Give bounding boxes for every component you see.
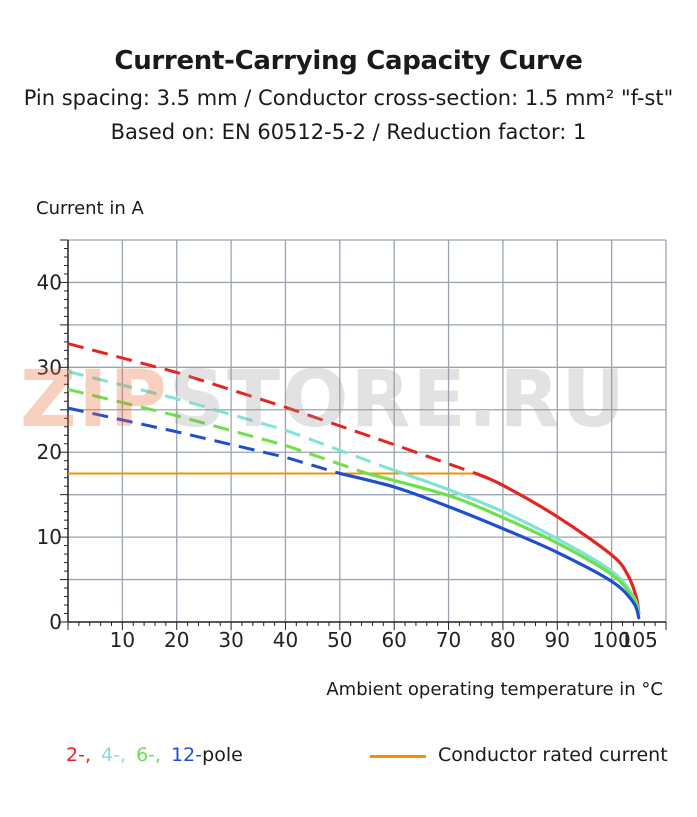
chart-title: Current-Carrying Capacity Curve xyxy=(114,46,583,76)
series-dashed-12-pole xyxy=(67,406,341,475)
x-axis-label: Ambient operating temperature in °C xyxy=(326,679,663,700)
series-dashed-4-pole xyxy=(67,370,390,470)
x-tick-label: 100 xyxy=(593,628,631,652)
chart-subtitle-2: Based on: EN 60512-5-2 / Reduction facto… xyxy=(110,120,587,144)
series-dashed-6-pole xyxy=(67,387,368,475)
x-tick-label: 60 xyxy=(381,628,406,652)
series-solid-2-pole xyxy=(474,471,641,616)
x-tick-label: 20 xyxy=(164,628,189,652)
x-tick-label: 70 xyxy=(436,628,461,652)
legend-2-pole: 2-, xyxy=(66,744,91,766)
x-tick-label: 40 xyxy=(273,628,298,652)
watermark-zip: ZIP xyxy=(20,355,169,445)
legend-rated-swatch xyxy=(370,755,426,758)
y-tick-label: 0 xyxy=(49,610,62,634)
watermark-store: STORE.RU xyxy=(168,355,627,445)
y-tick-label: 40 xyxy=(37,270,62,294)
x-tick-label: 105 xyxy=(620,628,658,652)
x-tick-label: 30 xyxy=(218,628,243,652)
legend-4-pole: 4-, xyxy=(101,744,127,766)
legend-pole-suffix: pole xyxy=(202,744,243,766)
series-dashed-2-pole xyxy=(67,342,477,475)
chart-subtitle-1: Pin spacing: 3.5 mm / Conductor cross-se… xyxy=(23,86,674,110)
y-axis-label: Current in A xyxy=(36,198,144,219)
y-tick-label: 10 xyxy=(37,525,62,549)
series-solid-6-pole xyxy=(365,471,641,616)
x-tick-label: 50 xyxy=(327,628,352,652)
x-tick-label: 10 xyxy=(110,628,135,652)
legend-rated-label: Conductor rated current xyxy=(438,744,668,766)
x-tick-label: 80 xyxy=(490,628,515,652)
watermark: ZIPSTORE.RU xyxy=(20,355,627,445)
legend-6-pole: 6-, xyxy=(136,744,162,766)
legend-poles: 2-, 4-, 6-, 12-pole xyxy=(66,744,247,766)
legend-12-pole: 12- xyxy=(171,744,203,766)
x-tick-label: 90 xyxy=(545,628,570,652)
y-tick-label: 30 xyxy=(37,355,62,379)
series-solid-12-pole xyxy=(338,471,641,620)
y-tick-label: 20 xyxy=(37,440,62,464)
